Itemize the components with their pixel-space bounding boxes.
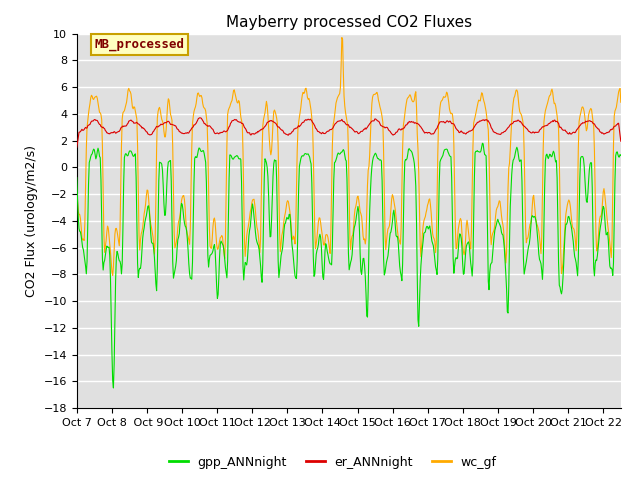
Text: MB_processed: MB_processed [94, 37, 184, 51]
Title: Mayberry processed CO2 Fluxes: Mayberry processed CO2 Fluxes [226, 15, 472, 30]
Y-axis label: CO2 Flux (urology/m2/s): CO2 Flux (urology/m2/s) [25, 145, 38, 297]
Legend: gpp_ANNnight, er_ANNnight, wc_gf: gpp_ANNnight, er_ANNnight, wc_gf [164, 451, 502, 474]
